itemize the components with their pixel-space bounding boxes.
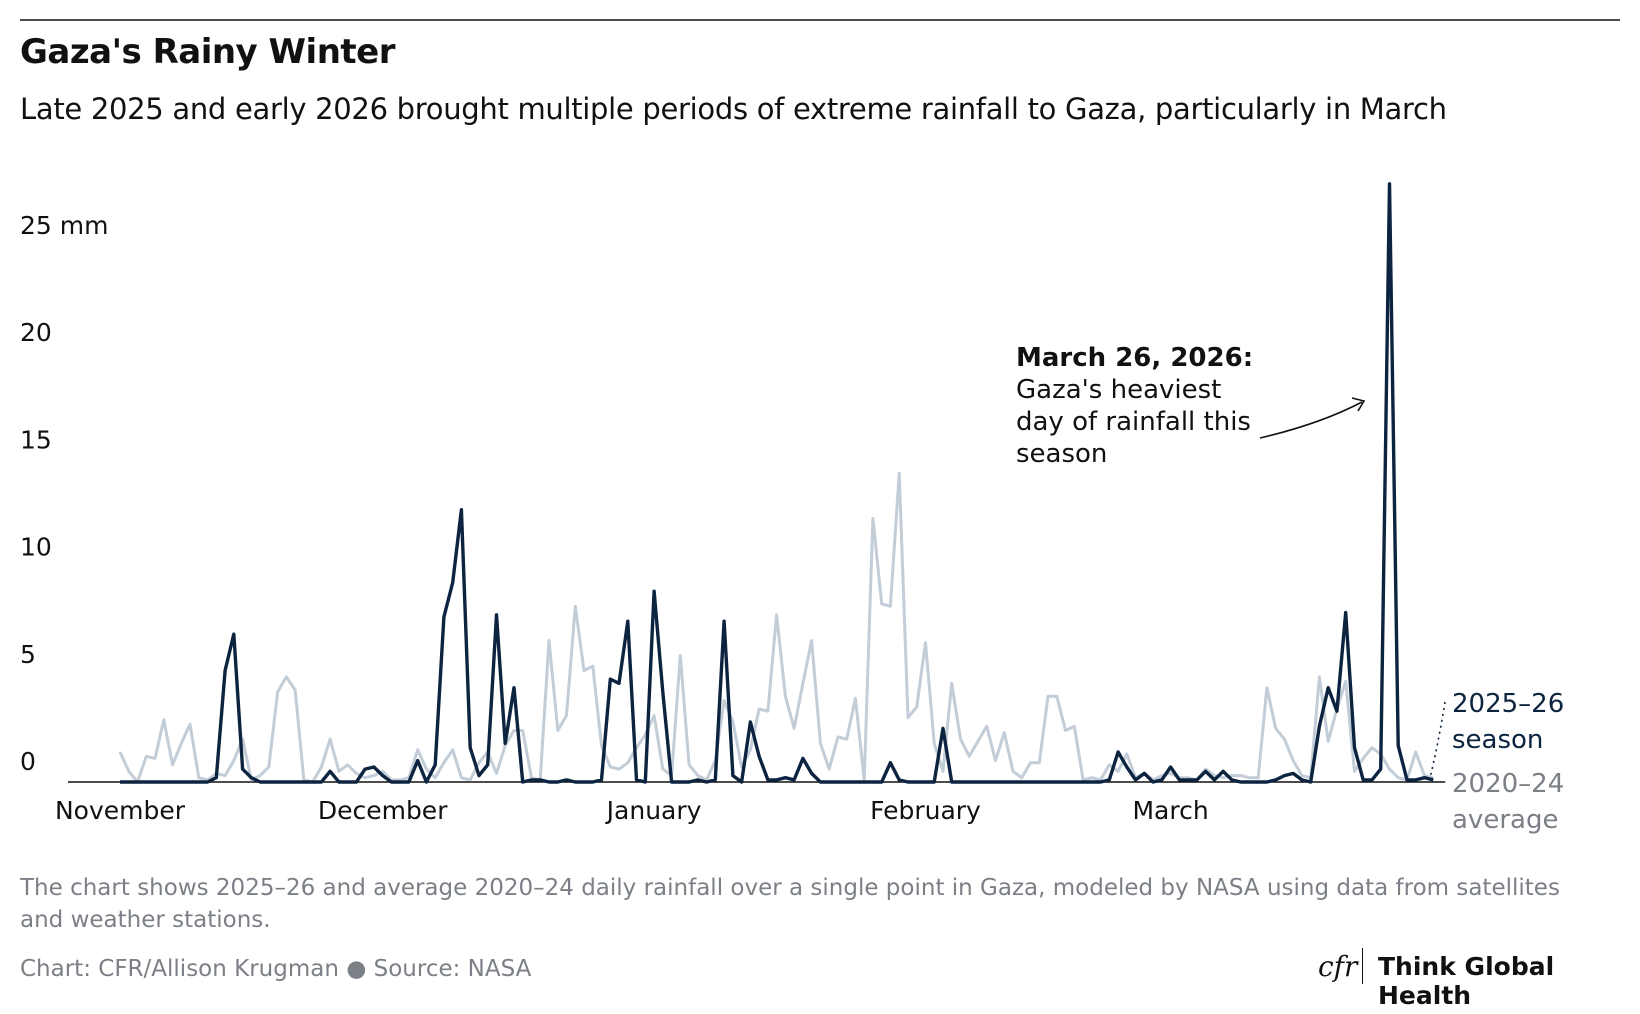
chart-subtitle: Late 2025 and early 2026 brought multipl…	[20, 92, 1447, 126]
annotation-arrowhead	[1351, 397, 1366, 412]
y-tick-label: 15	[20, 425, 52, 454]
y-tick-label: 10	[20, 533, 52, 562]
y-tick-label: 0	[20, 747, 36, 776]
logo-text: Think Global Health	[1378, 952, 1555, 1010]
chart-note: The chart shows 2025–26 and average 2020…	[20, 875, 1560, 933]
y-tick-label: 25 mm	[20, 211, 108, 240]
x-tick-label: February	[870, 796, 981, 825]
logo-separator	[1362, 948, 1363, 984]
x-tick-label: January	[605, 796, 702, 825]
annotation: March 26, 2026: Gaza's heaviest day of r…	[1016, 342, 1266, 470]
annotation-arrow	[1259, 401, 1363, 439]
x-tick-label: November	[55, 796, 186, 825]
chart-title: Gaza's Rainy Winter	[20, 32, 396, 72]
chart-source: Chart: CFR/Allison Krugman ● Source: NAS…	[20, 956, 532, 982]
annotation-text: Gaza's heaviest day of rainfall this sea…	[1016, 375, 1251, 469]
series-line	[118, 471, 1434, 784]
annotation-title: March 26, 2026:	[1016, 343, 1254, 373]
x-tick-label: March	[1132, 796, 1208, 825]
y-tick-label: 20	[20, 318, 52, 347]
legend-leader	[1429, 701, 1446, 779]
logo-mark: cfr	[1318, 950, 1358, 983]
x-tick-label: December	[318, 796, 448, 825]
series-line	[120, 182, 1434, 784]
legend-entry: 2020–24 average	[1452, 769, 1565, 835]
y-tick-label: 5	[20, 640, 36, 669]
legend-entry: 2025–26 season	[1452, 689, 1565, 755]
